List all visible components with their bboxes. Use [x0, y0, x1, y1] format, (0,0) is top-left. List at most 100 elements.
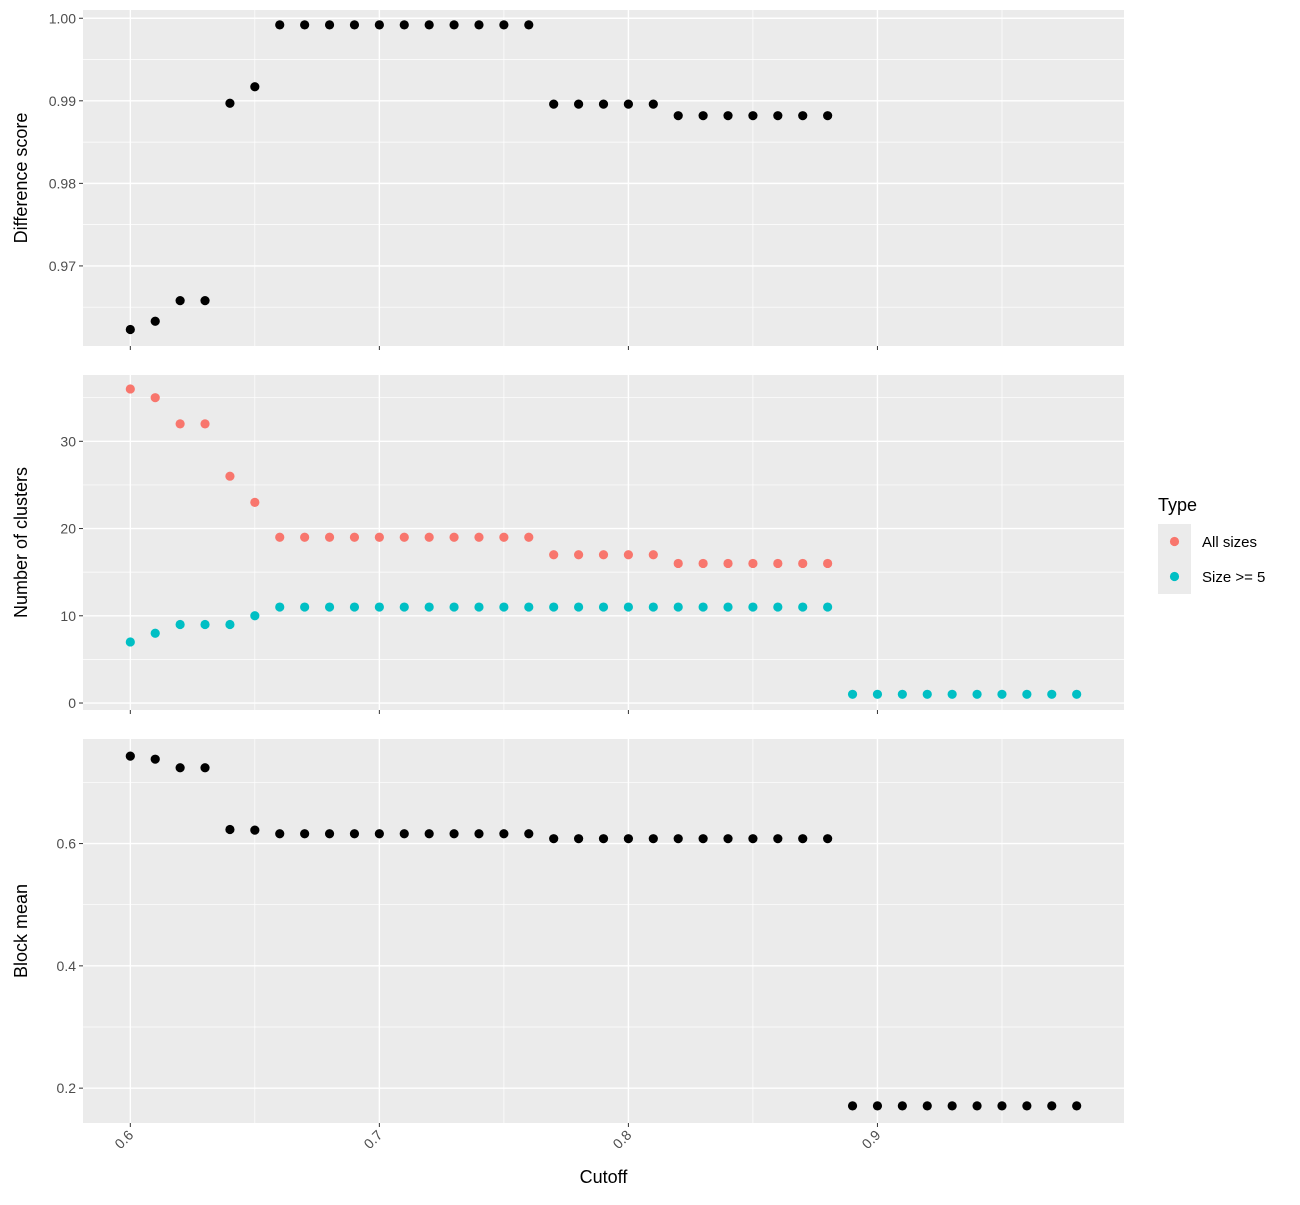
data-point [972, 689, 982, 699]
data-point [698, 111, 708, 121]
data-point [349, 829, 360, 839]
x-tick-label: 0.8 [609, 1127, 634, 1152]
data-point [499, 602, 509, 612]
data-point [449, 602, 459, 612]
data-point [225, 471, 235, 481]
data-point [524, 829, 534, 839]
data-point [300, 829, 310, 839]
data-point [424, 20, 434, 30]
data-point [1072, 1101, 1082, 1111]
y-axis-label: Block mean [11, 884, 31, 978]
data-point [549, 550, 559, 560]
legend-title: Type [1158, 495, 1197, 515]
data-point [474, 829, 484, 839]
data-point [175, 619, 185, 630]
data-point [150, 628, 160, 638]
data-point [773, 558, 783, 569]
data-point [200, 419, 210, 429]
panel-1: 0.97 0.98 0.99 1.00 Difference score [11, 10, 1124, 350]
data-point [175, 763, 185, 773]
data-point [424, 532, 434, 542]
data-point [150, 754, 160, 764]
data-point [748, 602, 758, 612]
data-point [947, 1101, 957, 1111]
data-point [499, 532, 509, 542]
data-point [300, 20, 310, 30]
data-point [524, 20, 534, 30]
data-point [997, 689, 1007, 699]
x-axis-label: Cutoff [580, 1167, 629, 1187]
data-point [549, 602, 559, 612]
data-point [349, 20, 360, 30]
legend-label: All sizes [1202, 534, 1257, 551]
data-point [1047, 689, 1057, 699]
data-point [250, 825, 260, 835]
data-point [374, 20, 384, 30]
data-point [847, 689, 858, 699]
y-tick-label: 0.98 [49, 175, 76, 191]
y-tick-label: 0.2 [57, 1080, 77, 1096]
data-point [698, 602, 708, 612]
data-point [798, 558, 808, 569]
data-point [300, 532, 310, 542]
data-point [474, 602, 484, 612]
data-point [225, 619, 235, 630]
data-point [748, 558, 758, 569]
data-point [1022, 1101, 1032, 1111]
data-point [922, 1101, 932, 1111]
x-tick-label: 0.7 [360, 1127, 385, 1152]
data-point [673, 834, 683, 844]
data-point [324, 602, 335, 612]
data-point [823, 602, 833, 612]
data-point [175, 419, 185, 429]
data-point [225, 824, 235, 835]
data-point [922, 689, 932, 699]
data-point [275, 20, 285, 30]
data-point [125, 384, 135, 394]
data-point [399, 829, 409, 839]
data-point [200, 295, 210, 306]
data-point [823, 111, 833, 121]
data-point [1022, 689, 1032, 699]
data-point [499, 20, 509, 30]
data-point [424, 602, 434, 612]
data-point [524, 602, 534, 612]
panel-2: 0 10 20 30 Number of clusters [11, 375, 1124, 714]
series-all-sizes [125, 384, 833, 569]
data-point [1072, 689, 1082, 699]
data-point [573, 834, 584, 844]
series-size-5 [125, 602, 1082, 699]
y-axis-label: Difference score [11, 113, 31, 244]
data-point [474, 20, 484, 30]
data-point [723, 602, 733, 612]
y-tick-label: 0 [68, 695, 76, 711]
data-point [773, 111, 783, 121]
data-point [823, 558, 833, 569]
data-point [524, 532, 534, 542]
data-point [399, 20, 409, 30]
data-point [125, 751, 135, 761]
data-point [324, 532, 335, 542]
data-point [972, 1101, 982, 1111]
data-point [549, 99, 559, 109]
data-point [200, 763, 210, 773]
data-point [399, 602, 409, 612]
series-points [125, 751, 1082, 1111]
y-tick-label: 0.4 [57, 958, 77, 974]
data-point [598, 550, 609, 560]
data-point [250, 497, 260, 507]
data-point [598, 99, 609, 109]
data-point [424, 829, 434, 839]
data-point [300, 602, 310, 612]
data-point [349, 602, 360, 612]
panel-background [83, 375, 1124, 710]
data-point [150, 393, 160, 403]
data-point [324, 829, 335, 839]
data-point [449, 532, 459, 542]
legend-key-dot [1169, 571, 1180, 582]
data-point [598, 834, 609, 844]
y-axis-label: Number of clusters [11, 467, 31, 618]
data-point [823, 834, 833, 844]
